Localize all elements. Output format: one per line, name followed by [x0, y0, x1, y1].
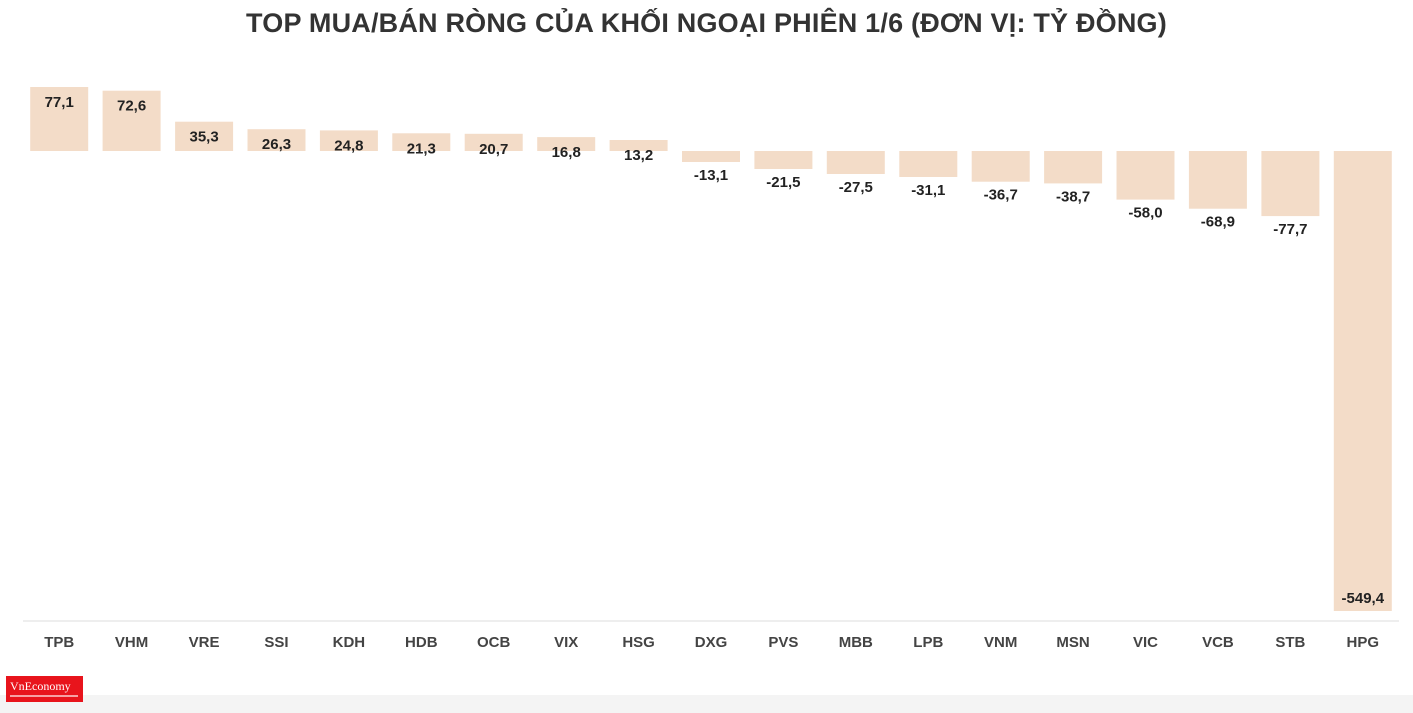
value-label-msn: -38,7 — [1056, 188, 1090, 205]
bar-kdh — [319, 130, 378, 151]
bar-ocb — [464, 133, 523, 151]
category-label-vnm: VNM — [984, 634, 1017, 651]
value-label-vhm: 72,6 — [117, 98, 146, 115]
bar-vcb — [1188, 151, 1247, 209]
value-label-mbb: -27,5 — [839, 179, 873, 196]
category-label-hdb: HDB — [405, 634, 438, 651]
category-label-vre: VRE — [189, 634, 220, 651]
category-label-vcb: VCB — [1202, 634, 1234, 651]
category-label-vhm: VHM — [115, 634, 148, 651]
value-label-vcb: -68,9 — [1201, 214, 1235, 231]
value-label-hsg: 13,2 — [624, 147, 653, 164]
value-label-lpb: -31,1 — [911, 182, 945, 199]
value-label-vix: 16,8 — [552, 144, 581, 161]
value-label-ocb: 20,7 — [479, 141, 508, 158]
bar-vix — [537, 137, 596, 151]
category-label-msn: MSN — [1056, 634, 1089, 651]
vneconomy-logo: VnEconomy — [6, 676, 83, 702]
value-label-vnm: -36,7 — [984, 187, 1018, 204]
chart-title: TOP MUA/BÁN RÒNG CỦA KHỐI NGOẠI PHIÊN 1/… — [246, 8, 1167, 38]
category-label-pvs: PVS — [768, 634, 798, 651]
bar-vre — [175, 121, 234, 151]
category-label-hsg: HSG — [622, 634, 655, 651]
category-label-ocb: OCB — [477, 634, 511, 651]
bar-hdb — [392, 133, 451, 151]
category-label-stb: STB — [1275, 634, 1305, 651]
category-label-mbb: MBB — [839, 634, 873, 651]
logo-underline — [10, 695, 78, 697]
value-label-hpg: -549,4 — [1342, 590, 1385, 607]
value-label-ssi: 26,3 — [262, 136, 291, 153]
category-label-vic: VIC — [1133, 634, 1158, 651]
bar-stb — [1261, 151, 1320, 217]
value-label-hdb: 21,3 — [407, 140, 436, 157]
bar-hpg — [1333, 151, 1392, 611]
value-label-vre: 35,3 — [189, 129, 218, 146]
bar-msn — [1044, 151, 1103, 184]
value-label-kdh: 24,8 — [334, 137, 363, 154]
bar-dxg — [682, 151, 740, 162]
category-label-kdh: KDH — [333, 634, 366, 651]
bar-hsg — [609, 140, 668, 151]
category-label-tpb: TPB — [44, 634, 74, 651]
bar-pvs — [754, 151, 813, 169]
value-label-pvs: -21,5 — [766, 174, 800, 191]
value-label-vic: -58,0 — [1128, 205, 1162, 222]
bar-lpb — [899, 151, 958, 177]
category-label-vix: VIX — [554, 634, 578, 651]
bar-ssi — [247, 129, 306, 151]
value-label-dxg: -13,1 — [694, 167, 728, 184]
category-label-ssi: SSI — [264, 634, 288, 651]
bar-tpb — [30, 87, 89, 151]
category-label-dxg: DXG — [695, 634, 728, 651]
footer-band — [0, 695, 1413, 713]
value-label-tpb: 77,1 — [45, 94, 74, 111]
category-label-hpg: HPG — [1347, 634, 1380, 651]
value-label-stb: -77,7 — [1273, 221, 1307, 238]
bar-vic — [1116, 151, 1175, 200]
bar-mbb — [826, 151, 885, 174]
logo-text: VnEconomy — [10, 679, 71, 693]
bar-vhm — [102, 90, 161, 151]
bar-vnm — [971, 151, 1030, 182]
category-label-lpb: LPB — [913, 634, 943, 651]
